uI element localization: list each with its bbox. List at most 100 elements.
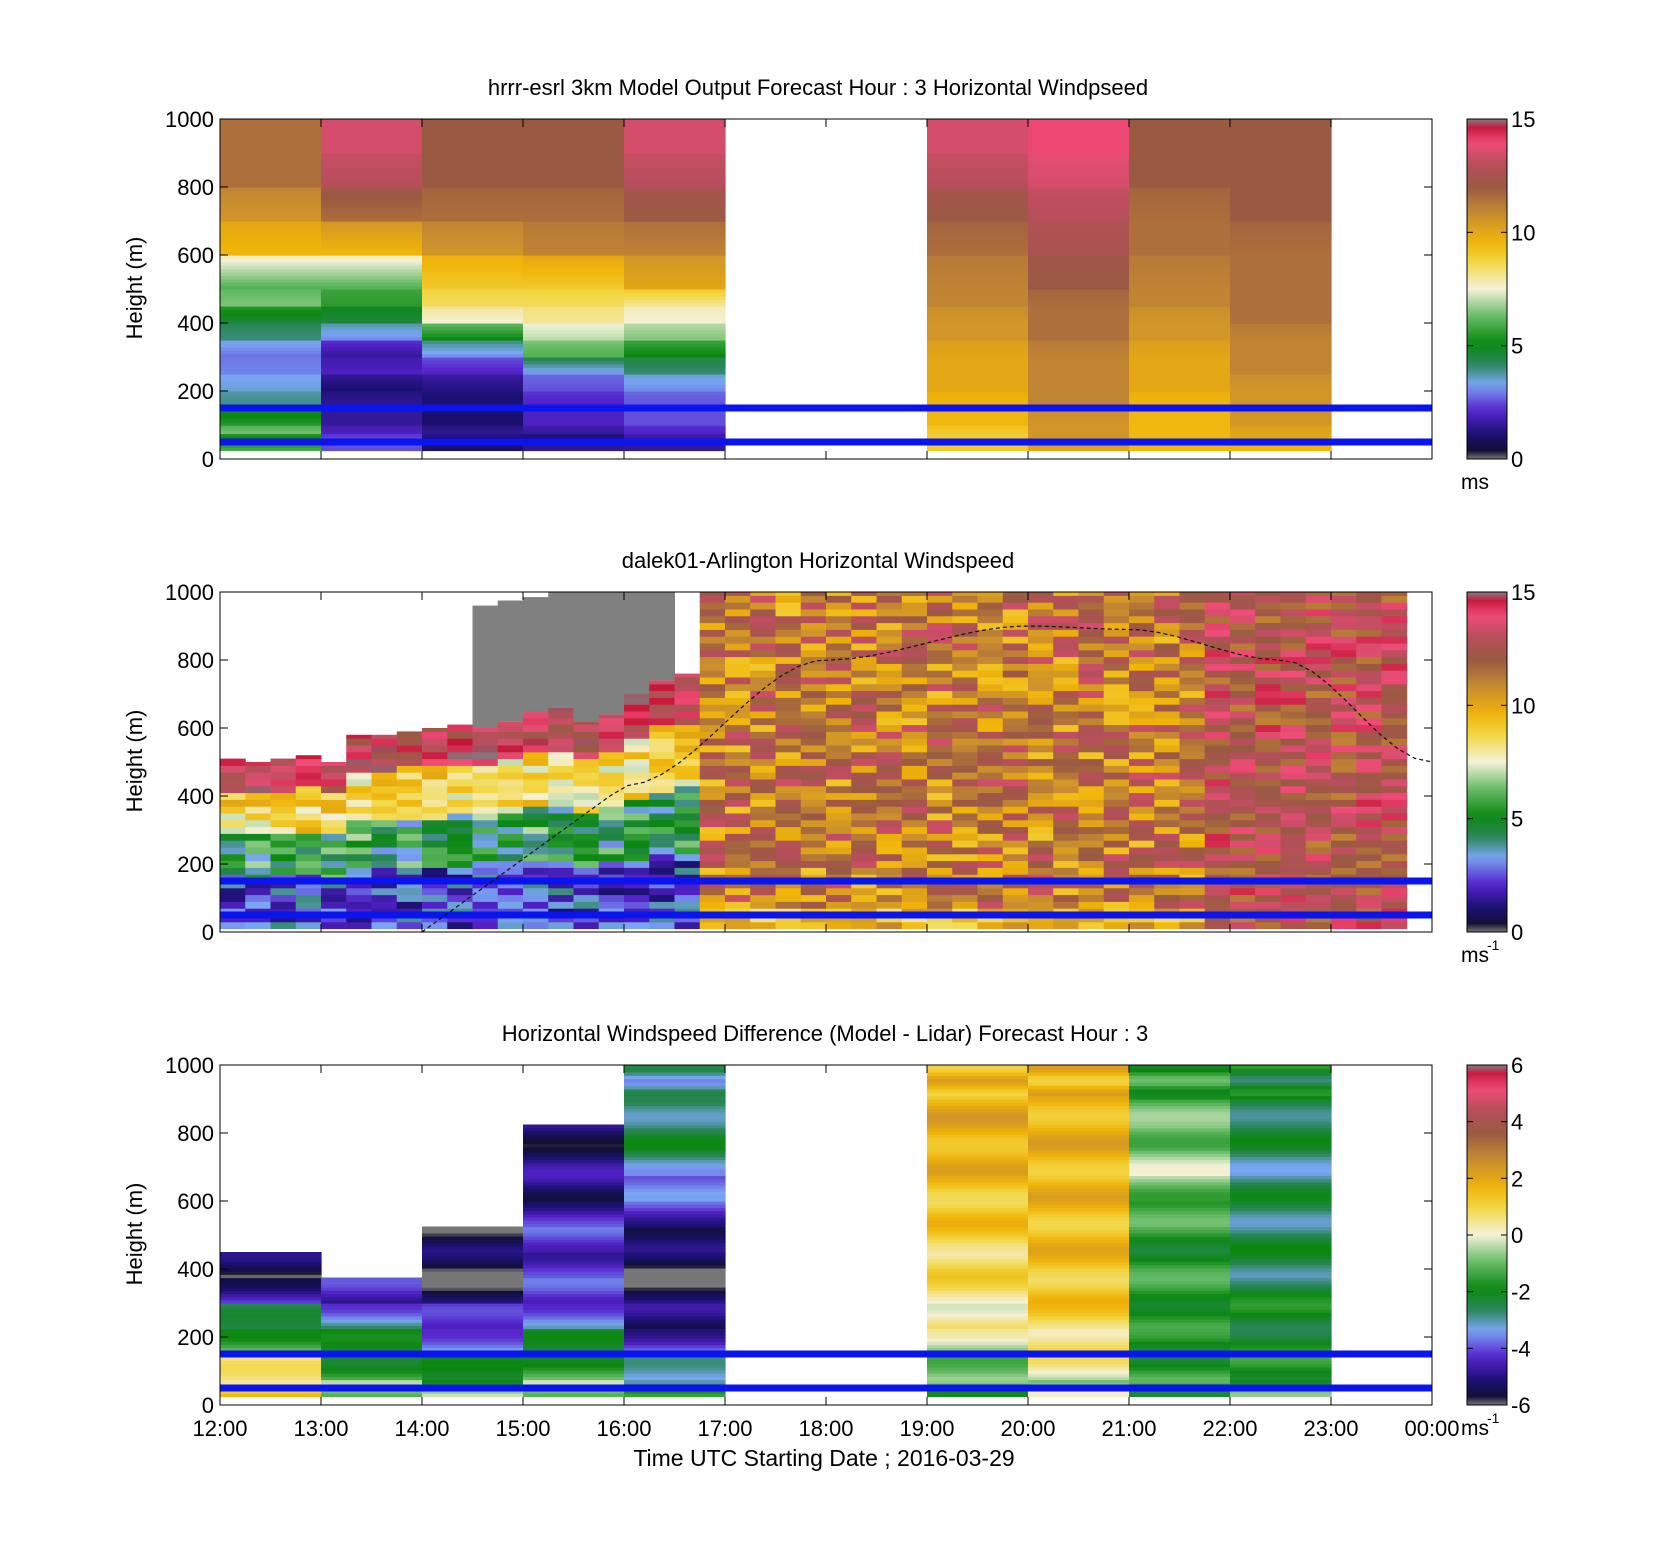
heatmap-cell (826, 847, 852, 855)
heatmap-cell (800, 629, 827, 637)
heatmap-cell (321, 1393, 423, 1398)
heatmap-cell (1230, 268, 1332, 273)
heatmap-cell (1356, 711, 1382, 719)
heatmap-cell (523, 255, 625, 259)
heatmap-cell (321, 309, 423, 314)
heatmap-cell (523, 1347, 625, 1352)
heatmap-cell (1179, 745, 1206, 753)
heatmap-cell (927, 738, 953, 746)
heatmap-cell (1230, 436, 1332, 440)
heatmap-cell (624, 380, 726, 385)
heatmap-cell (497, 826, 524, 834)
heatmap-cell (1230, 1255, 1332, 1259)
heatmap-cell (1078, 887, 1105, 896)
heatmap-cell (220, 173, 322, 178)
heatmap-cell (624, 853, 650, 862)
heatmap-cell (725, 717, 751, 726)
heatmap-cell (649, 758, 675, 766)
heatmap-cell (1356, 819, 1382, 828)
heatmap-cell (1230, 853, 1256, 862)
heatmap-cell (1230, 159, 1332, 164)
heatmap-cell (220, 268, 322, 273)
heatmap-cell (826, 724, 852, 732)
heatmap-cell (927, 122, 1029, 127)
heatmap-cell (447, 915, 473, 923)
heatmap-cell (321, 1296, 423, 1301)
heatmap-cell (927, 1239, 1029, 1244)
heatmap-cell (750, 826, 776, 834)
heatmap-cell (952, 670, 978, 678)
heatmap-cell (220, 190, 322, 195)
heatmap-cell (573, 867, 600, 875)
heatmap-cell (624, 1293, 726, 1298)
heatmap-cell (1028, 401, 1130, 406)
heatmap-cell (674, 867, 701, 875)
heatmap-cell (1230, 309, 1332, 314)
heatmap-cell (624, 312, 726, 317)
heatmap-cell (1230, 1095, 1332, 1100)
heatmap-cell (321, 363, 423, 368)
heatmap-cell (927, 1366, 1029, 1371)
heatmap-cell (422, 129, 524, 134)
heatmap-cell (725, 704, 751, 712)
heatmap-cell (1179, 670, 1206, 678)
heatmap-cell (523, 1267, 625, 1272)
heatmap-cell (1230, 643, 1256, 651)
heatmap-cell (1230, 1363, 1332, 1368)
heatmap-cell (1230, 724, 1256, 732)
heatmap-cell (750, 792, 776, 800)
heatmap-cell (1028, 142, 1130, 147)
heatmap-cell (220, 227, 322, 232)
heatmap-cell (472, 751, 499, 760)
y-axis-label: Height (m) (122, 710, 147, 813)
heatmap-cell (977, 772, 1004, 780)
heatmap-cell (1129, 833, 1155, 841)
heatmap-cell (1230, 180, 1332, 185)
heatmap-cell (220, 163, 322, 168)
heatmap-cell (1129, 166, 1231, 171)
heatmap-cell (876, 813, 903, 821)
heatmap-cell (927, 1331, 1029, 1336)
heatmap-cell (396, 840, 423, 848)
heatmap-cell (1028, 180, 1130, 185)
heatmap-cell (1028, 1393, 1130, 1398)
heatmap-cell (699, 745, 726, 753)
heatmap-cell (775, 602, 802, 610)
heatmap-cell (775, 758, 802, 766)
heatmap-cell (927, 1376, 1029, 1381)
heatmap-cell (1028, 1124, 1130, 1129)
heatmap-cell (1053, 751, 1079, 760)
heatmap-cell (775, 738, 802, 746)
heatmap-cell (1078, 840, 1105, 848)
heatmap-cell (523, 427, 625, 432)
heatmap-cell (1053, 656, 1079, 664)
heatmap-cell (346, 867, 372, 875)
heatmap-cell (699, 758, 726, 766)
heatmap-cell (1129, 1229, 1231, 1234)
heatmap-cell (1331, 615, 1357, 624)
heatmap-cell (523, 1188, 625, 1193)
heatmap-cell (1103, 881, 1130, 889)
heatmap-cell (1305, 595, 1332, 603)
heatmap-cell (624, 292, 726, 297)
heatmap-cell (1028, 867, 1054, 875)
heatmap-cell (1028, 833, 1054, 841)
heatmap-cell (548, 785, 574, 794)
heatmap-cell (1331, 758, 1357, 766)
heatmap-cell (826, 649, 852, 658)
heatmap-cell (1028, 295, 1130, 300)
heatmap-cell (1129, 867, 1155, 875)
heatmap-cell (927, 1338, 1029, 1342)
heatmap-cell (1230, 1366, 1332, 1371)
heatmap-cell (674, 673, 701, 678)
heatmap-cell (927, 414, 1029, 419)
heatmap-cell (422, 275, 524, 280)
heatmap-cell (1129, 663, 1155, 671)
heatmap-cell (952, 819, 978, 828)
heatmap-cell (321, 427, 423, 432)
heatmap-cell (1053, 867, 1079, 875)
heatmap-cell (1129, 176, 1231, 181)
heatmap-cell (775, 901, 802, 909)
heatmap-cell (1103, 860, 1130, 868)
heatmap-cell (1078, 609, 1105, 617)
